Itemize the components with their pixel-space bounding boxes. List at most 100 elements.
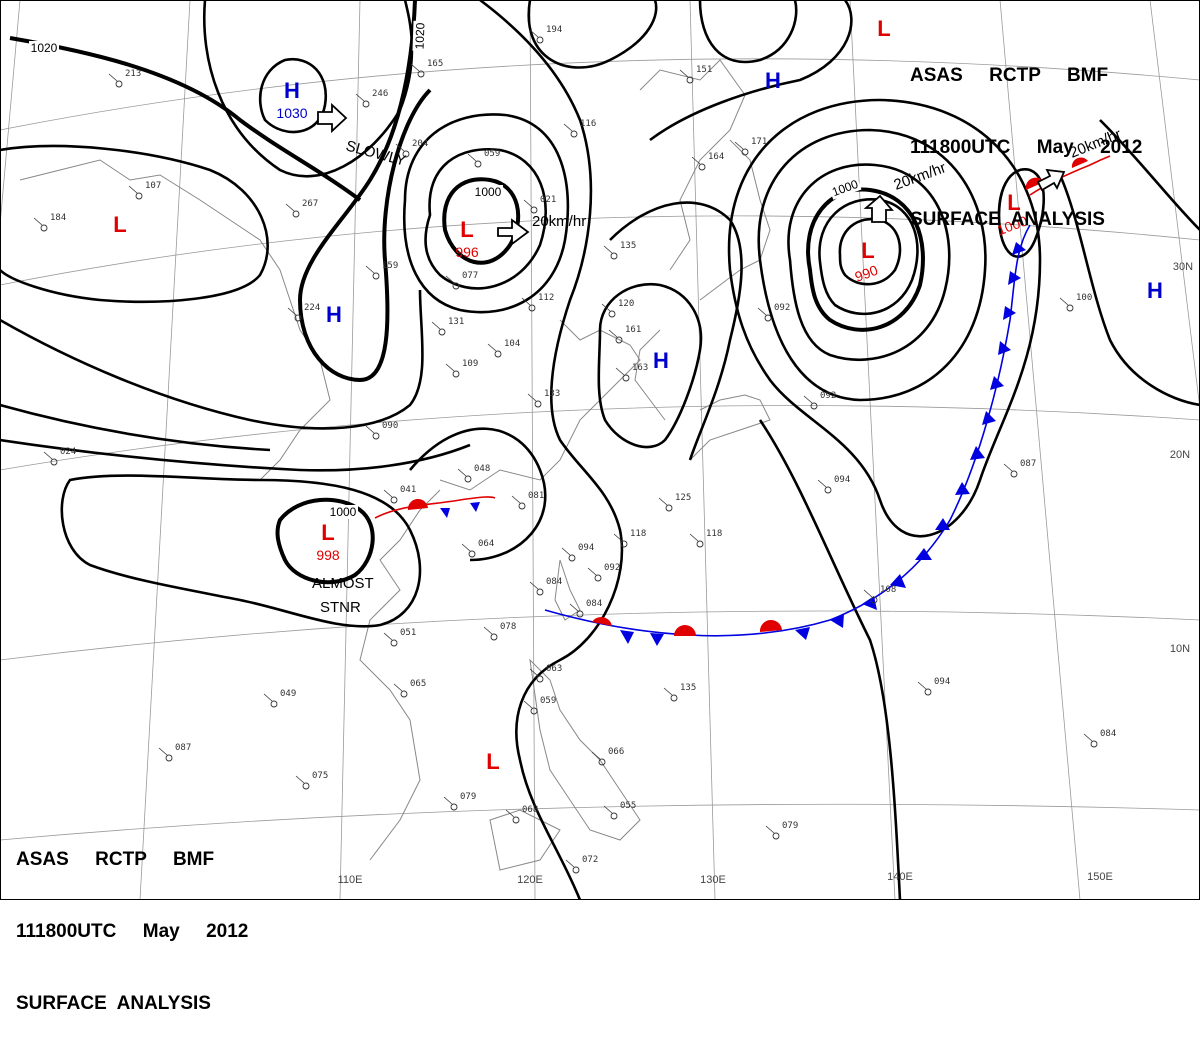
station-pressure: 059 bbox=[540, 696, 556, 706]
wind-barb-icon bbox=[523, 700, 533, 709]
wind-barb-icon bbox=[395, 143, 405, 152]
station-pressure: 092 bbox=[820, 391, 836, 401]
station-pressure: 092 bbox=[604, 563, 620, 573]
fronts bbox=[374, 155, 1111, 646]
wind-barb-icon bbox=[679, 69, 689, 78]
longitude-label: 110E bbox=[338, 874, 363, 886]
station-circle-icon bbox=[572, 866, 580, 874]
wind-barb-icon bbox=[355, 93, 365, 102]
station-circle-icon bbox=[390, 639, 398, 647]
station-pressure: 066 bbox=[608, 747, 624, 757]
station-pressure: 125 bbox=[675, 493, 691, 503]
station-circle-icon bbox=[452, 370, 460, 378]
isobar-label: 1000 bbox=[330, 505, 357, 519]
pressure-center-low: L bbox=[861, 238, 874, 263]
station-pressure: 078 bbox=[500, 622, 516, 632]
station-circle-icon bbox=[598, 758, 606, 766]
station-pressure: 077 bbox=[462, 271, 478, 281]
wind-barb-icon bbox=[445, 363, 455, 372]
wind-barb-icon bbox=[561, 547, 571, 556]
station-pressure: 092 bbox=[774, 303, 790, 313]
station-pressure: 112 bbox=[538, 293, 554, 303]
station-pressure: 094 bbox=[578, 543, 594, 553]
station-pressure: 135 bbox=[620, 241, 636, 251]
station-pressure: 194 bbox=[546, 25, 562, 35]
wind-barb-icon bbox=[457, 468, 467, 477]
station-circle-icon bbox=[518, 502, 526, 510]
station-pressure: 084 bbox=[586, 599, 602, 609]
station-pressure: 090 bbox=[382, 421, 398, 431]
station-pressure: 068 bbox=[522, 805, 538, 815]
weather-map: 194 213 246 165 107 184 267 204 059 021 116 151 164 1… bbox=[0, 0, 1200, 900]
station-pressure: 224 bbox=[304, 303, 320, 313]
station-circle-icon bbox=[270, 700, 278, 708]
wind-barb-icon bbox=[445, 275, 455, 284]
station-pressure: 120 bbox=[618, 299, 634, 309]
station-circle-icon bbox=[165, 754, 173, 762]
movement-label: 20km/hr bbox=[532, 213, 586, 230]
station-circle-icon bbox=[512, 816, 520, 824]
isobar-label: 1000 bbox=[475, 185, 502, 199]
wind-barb-icon bbox=[734, 141, 744, 150]
station-circle-icon bbox=[292, 210, 300, 218]
latitude-label: 30N bbox=[1173, 261, 1193, 273]
movement-arrows bbox=[317, 102, 1066, 246]
wind-barb-icon bbox=[529, 581, 539, 590]
wind-barb-icon bbox=[1083, 733, 1093, 742]
station-pressure: 049 bbox=[280, 689, 296, 699]
header-top-line3: SURFACE ANALYSIS bbox=[910, 209, 1105, 230]
wind-barb-icon bbox=[863, 589, 873, 598]
wind-barb-icon bbox=[263, 693, 273, 702]
station-pressure: 131 bbox=[448, 317, 464, 327]
station-pressure: 079 bbox=[460, 792, 476, 802]
station-circle-icon bbox=[536, 675, 544, 683]
wind-barb-icon bbox=[529, 29, 539, 38]
station-pressure: 055 bbox=[620, 801, 636, 811]
station-pressure: 116 bbox=[580, 119, 596, 129]
pressure-center-value: 996 bbox=[455, 244, 479, 260]
station-pressure: 048 bbox=[474, 464, 490, 474]
station-pressure: 204 bbox=[412, 139, 428, 149]
station-circle-icon bbox=[698, 163, 706, 171]
station-pressure: 087 bbox=[175, 743, 191, 753]
station-circle-icon bbox=[402, 150, 410, 158]
station-circle-icon bbox=[576, 610, 584, 618]
station-pressure: 118 bbox=[630, 529, 646, 539]
station-pressure: 135 bbox=[680, 683, 696, 693]
header-bottom-line1: ASAS RCTP BMF bbox=[16, 849, 215, 870]
station-pressure: 163 bbox=[632, 363, 648, 373]
wind-barb-icon bbox=[128, 185, 138, 194]
station-pressure: 094 bbox=[834, 475, 850, 485]
wind-barb-icon bbox=[383, 632, 393, 641]
station-pressure: 072 bbox=[582, 855, 598, 865]
station-pressure: 065 bbox=[410, 679, 426, 689]
wind-barb-icon bbox=[365, 425, 375, 434]
pressure-center-low: L bbox=[486, 749, 499, 774]
wind-barb-icon bbox=[603, 805, 613, 814]
longitude-label: 120E bbox=[517, 874, 543, 886]
station-circle-icon bbox=[474, 160, 482, 168]
station-pressure: 161 bbox=[625, 325, 641, 335]
station-circle-icon bbox=[50, 458, 58, 466]
station-plots: 194 213 246 165 107 184 267 204 059 021 116 151 164 1… bbox=[33, 25, 1116, 874]
wind-barb-icon bbox=[569, 603, 579, 612]
latitude-label: 10N bbox=[1170, 643, 1190, 655]
isobar-label-bg bbox=[328, 505, 358, 519]
station-circle-icon bbox=[464, 475, 472, 483]
longitude-tick-labels: 110E 120E 130E 140E 150E bbox=[338, 871, 1113, 886]
wind-barb-icon bbox=[591, 751, 601, 760]
pressure-center-high: H bbox=[326, 302, 342, 327]
station-pressure: 064 bbox=[478, 539, 494, 549]
pressure-center-high: H bbox=[1147, 278, 1163, 303]
wind-barb-icon bbox=[527, 393, 537, 402]
wind-barb-icon bbox=[158, 747, 168, 756]
wind-barb-icon bbox=[587, 567, 597, 576]
station-pressure: 159 bbox=[382, 261, 398, 271]
station-circle-icon bbox=[302, 782, 310, 790]
station-circle-icon bbox=[824, 486, 832, 494]
station-circle-icon bbox=[570, 130, 578, 138]
isobar-label-bg bbox=[473, 185, 503, 199]
isobars bbox=[0, 0, 1200, 900]
station-pressure: 165 bbox=[427, 59, 443, 69]
